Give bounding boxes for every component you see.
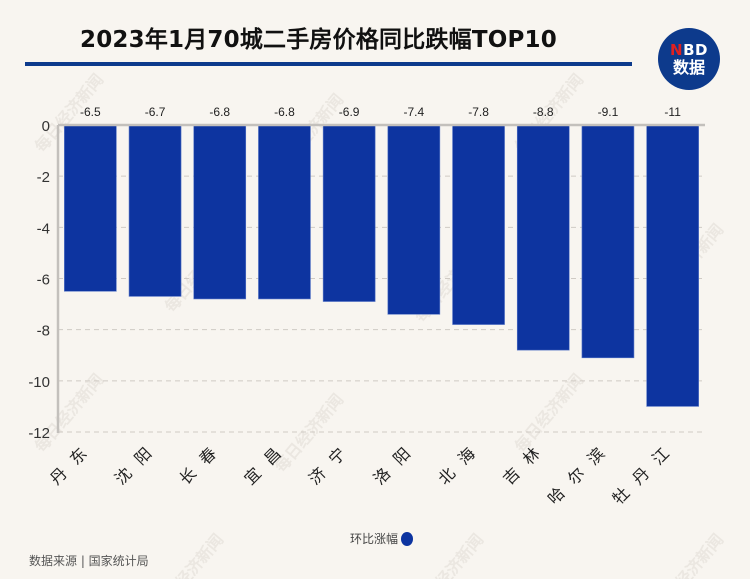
logo-bd: BD xyxy=(683,40,708,59)
x-tick-label: 沈阳 xyxy=(111,435,164,488)
data-label: -8.8 xyxy=(533,105,554,119)
data-label: -7.4 xyxy=(404,105,425,119)
bar xyxy=(581,124,635,359)
data-source: 数据来源 | 国家统计局 xyxy=(29,554,149,568)
bar xyxy=(258,124,311,300)
x-tick-label: 济宁 xyxy=(305,435,358,488)
bar xyxy=(64,124,117,292)
legend-swatch-icon xyxy=(401,531,414,546)
bars xyxy=(64,124,699,407)
bar xyxy=(387,124,441,315)
y-tick-label: -12 xyxy=(28,425,50,442)
x-tick-label: 北海 xyxy=(434,435,487,488)
x-tick-label: 长春 xyxy=(176,435,229,488)
title-underline xyxy=(25,62,632,66)
y-tick-label: -6 xyxy=(37,272,50,289)
x-tick-label: 哈尔滨 xyxy=(544,435,617,508)
y-tick-label: -10 xyxy=(28,374,50,391)
chart-title: 2023年1月70城二手房价格同比跌幅TOP10 xyxy=(80,27,557,53)
logo-shuju: 数据 xyxy=(672,57,705,77)
data-labels: -6.5 -6.7 -6.8 -6.8 -6.9 -7.4 -7.8 -8.8 -9.1 -11 xyxy=(80,105,681,119)
y-tick-label: -8 xyxy=(37,323,50,340)
x-tick-label: 牡丹江 xyxy=(609,435,682,508)
y-tick-label: -2 xyxy=(37,169,50,186)
data-label: -6.9 xyxy=(339,105,360,119)
bar xyxy=(128,124,182,297)
y-axis-ticks: 0 -2 -4 -6 -8 -10 -12 xyxy=(28,118,50,442)
legend: 环比涨幅 xyxy=(350,530,414,547)
legend-label: 环比涨幅 xyxy=(350,532,399,546)
data-label: -6.5 xyxy=(80,105,101,119)
data-label: -6.8 xyxy=(274,105,295,119)
y-tick-label: 0 xyxy=(42,118,50,135)
data-label: -11 xyxy=(664,105,681,119)
bar xyxy=(193,124,247,300)
data-label: -6.7 xyxy=(145,105,166,119)
logo-n: N xyxy=(670,40,684,59)
axes xyxy=(56,123,705,433)
bar xyxy=(516,124,570,351)
y-tick-label: -4 xyxy=(37,220,50,237)
bar xyxy=(452,124,505,325)
nbd-logo: NBD 数据 xyxy=(658,28,720,90)
data-label: -7.8 xyxy=(468,105,489,119)
x-tick-label: 吉林 xyxy=(499,435,552,488)
data-label: -9.1 xyxy=(598,105,619,119)
x-tick-label: 洛阳 xyxy=(370,435,423,488)
bar xyxy=(646,124,699,407)
x-tick-label: 宜昌 xyxy=(240,435,293,488)
bar xyxy=(322,124,376,302)
x-tick-label: 丹东 xyxy=(46,435,99,488)
data-label: -6.8 xyxy=(209,105,230,119)
